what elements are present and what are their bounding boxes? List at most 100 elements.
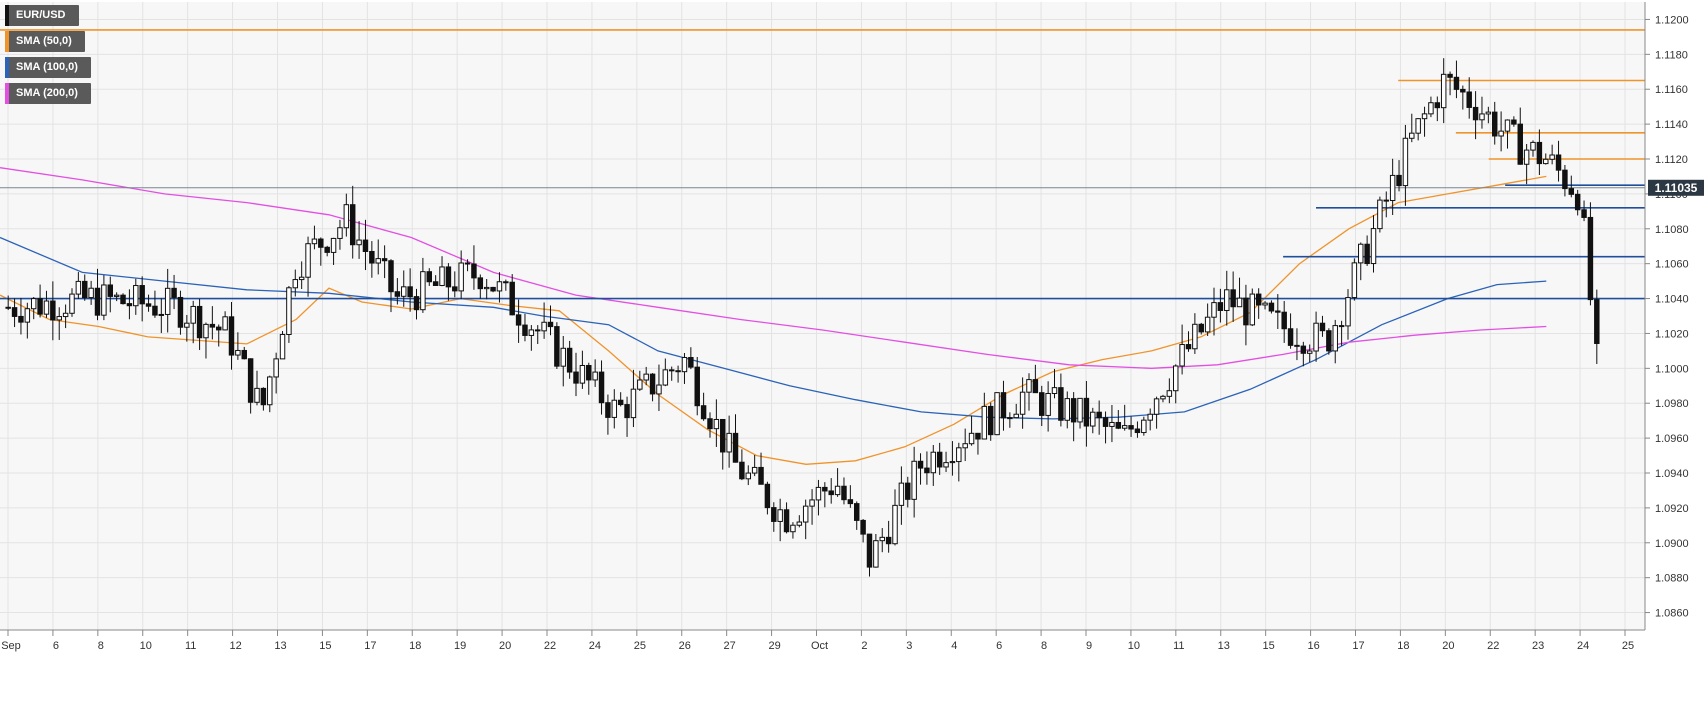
series-line-sma50 [0, 175, 1547, 465]
candle-body [1300, 345, 1307, 354]
candle-body [802, 505, 809, 523]
candle-body [1217, 302, 1224, 311]
y-tick-label: 1.1000 [1655, 363, 1689, 375]
x-tick-label: 20 [1442, 640, 1454, 652]
x-tick-label: 20 [499, 640, 511, 652]
candle-body [1083, 397, 1090, 427]
candle-body [337, 227, 343, 239]
x-tick-label: 8 [98, 640, 104, 652]
x-tick-label: 22 [544, 640, 556, 652]
candle-body [388, 260, 394, 293]
candle-body [1332, 325, 1338, 352]
candle-body [30, 298, 37, 310]
candle-body [279, 333, 286, 360]
legend-item-eurusd[interactable]: EUR/USD [5, 5, 79, 26]
candle-body [1051, 387, 1058, 394]
candle-body [1141, 419, 1147, 434]
candle-body [751, 466, 758, 474]
candle-body [464, 262, 471, 265]
candle-body [1160, 395, 1166, 400]
candle-body [1498, 130, 1504, 137]
candle-body [1543, 158, 1549, 165]
candle-body [579, 364, 586, 384]
candle-body [809, 499, 815, 507]
candle-body [822, 486, 828, 492]
y-tick-label: 1.1120 [1655, 154, 1688, 166]
candle-body [420, 271, 426, 311]
candle-body [1326, 330, 1332, 352]
candle-body [853, 503, 860, 521]
y-tick-label: 1.1160 [1655, 84, 1688, 96]
candle-body [586, 364, 592, 381]
legend: EUR/USD SMA (50,0) SMA (100,0) SMA (200,… [5, 5, 91, 109]
candle-body [164, 287, 171, 315]
candle-body [873, 540, 879, 568]
candle-body [1281, 311, 1287, 330]
candle-body [1287, 328, 1294, 346]
x-tick-label: 10 [1128, 640, 1140, 652]
candle-body [1345, 297, 1351, 327]
candle-body [356, 239, 362, 246]
candle-body [375, 258, 381, 264]
legend-item-sma100[interactable]: SMA (100,0) [5, 57, 91, 78]
candle-body [694, 366, 700, 407]
candle-body [477, 277, 484, 290]
candle-body [152, 305, 158, 316]
candle-body [120, 294, 126, 305]
candle-body [1039, 392, 1045, 416]
legend-item-sma200[interactable]: SMA (200,0) [5, 83, 91, 104]
candle-body [1032, 379, 1039, 394]
candle-body [126, 303, 133, 307]
candle-body [592, 371, 598, 381]
candle-body [892, 504, 898, 545]
candle-body [1504, 119, 1511, 132]
candle-body [662, 369, 669, 386]
candle-body [834, 485, 841, 496]
candle-body [1396, 174, 1402, 187]
x-tick-label: 18 [409, 640, 421, 652]
candle-body [1415, 118, 1421, 134]
last-price-tag [1648, 179, 1704, 196]
y-tick-label: 1.0920 [1655, 503, 1689, 515]
candle-body [943, 462, 949, 468]
candle-body [432, 281, 439, 286]
series-line-sma100 [0, 236, 1547, 420]
candle-body [203, 323, 209, 339]
candle-body [1389, 174, 1396, 202]
candle-body [758, 466, 764, 485]
candle-body [362, 239, 369, 252]
candle-body [828, 490, 834, 496]
candle-body [1383, 199, 1390, 202]
candle-body [1485, 111, 1492, 115]
candle-body [1364, 243, 1370, 265]
legend-item-sma50[interactable]: SMA (50,0) [5, 31, 85, 52]
candle-body [1172, 365, 1179, 392]
candle-body [311, 238, 318, 245]
candle-body [343, 204, 350, 229]
candle-body [1555, 154, 1562, 171]
plot-background [0, 2, 1645, 630]
candle-body [1013, 413, 1019, 419]
candle-body [1026, 379, 1032, 393]
y-tick-label: 1.0860 [1655, 608, 1689, 620]
candle-body [158, 313, 165, 316]
candle-body [1319, 322, 1326, 332]
candle-body [605, 402, 611, 418]
y-tick-label: 1.0940 [1655, 468, 1689, 480]
candle-body [1007, 417, 1013, 420]
candle-body [426, 271, 433, 283]
candle-body [598, 371, 605, 404]
candle-body [860, 519, 866, 535]
candle-body [139, 285, 145, 305]
candle-body [1472, 106, 1479, 121]
candle-body [509, 281, 515, 316]
candle-body [222, 316, 228, 331]
x-tick-label: 15 [1263, 640, 1275, 652]
candle-body [235, 349, 241, 356]
x-tick-label: 10 [140, 640, 152, 652]
x-tick-label: 3 [906, 640, 912, 652]
candle-body [43, 300, 50, 315]
x-tick-label: 11 [1173, 640, 1184, 652]
candle-body [1179, 344, 1185, 367]
candle-body [790, 524, 796, 533]
